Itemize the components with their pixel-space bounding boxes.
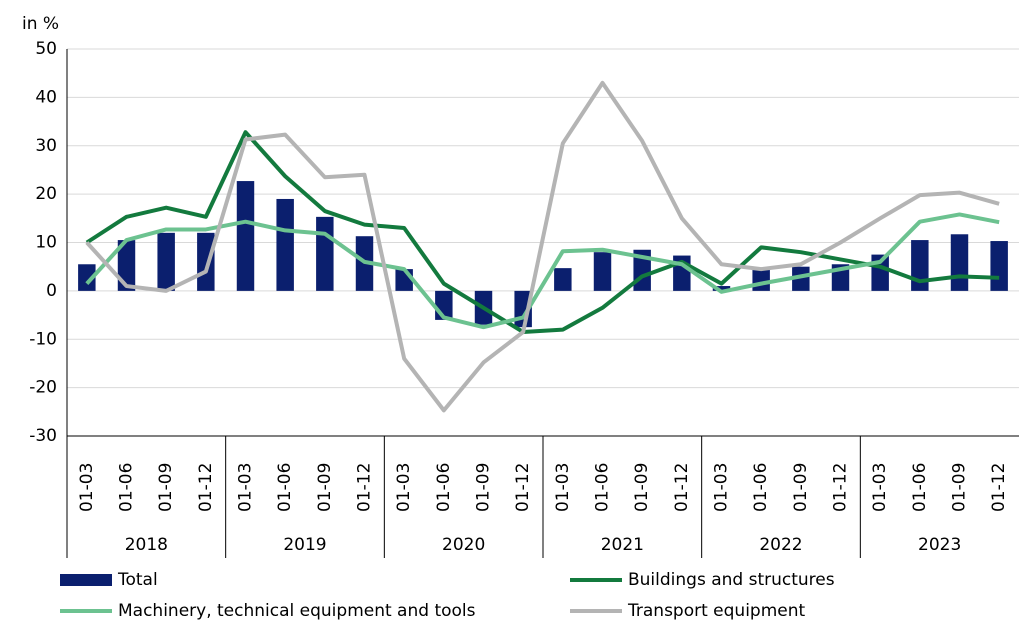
x-tick-label: 01-03 xyxy=(870,463,890,512)
x-tick-label: 01-12 xyxy=(831,463,851,512)
bar xyxy=(78,264,96,291)
year-label: 2021 xyxy=(601,535,644,555)
x-tick-label: 01-12 xyxy=(196,463,216,512)
bar xyxy=(157,232,175,291)
x-tick-label: 01-09 xyxy=(474,463,494,512)
year-label: 2018 xyxy=(125,535,168,555)
x-tick-label: 01-09 xyxy=(156,463,176,512)
y-tick-label: 30 xyxy=(35,136,57,156)
x-tick-label: 01-12 xyxy=(355,463,375,512)
y-tick-label: 50 xyxy=(35,39,57,59)
y-tick-label: 40 xyxy=(35,87,57,107)
y-tick-label: -30 xyxy=(29,426,57,446)
y-tick-label: 10 xyxy=(35,233,57,253)
y-tick-label: -10 xyxy=(29,329,57,349)
year-label: 2019 xyxy=(283,535,326,555)
x-tick-label: 01-12 xyxy=(672,463,692,512)
y-tick-label: 0 xyxy=(46,281,57,301)
x-tick-label: 01-09 xyxy=(950,463,970,512)
x-tick-label: 01-03 xyxy=(236,463,256,512)
y-axis-label: in % xyxy=(22,14,59,34)
x-tick-label: 01-12 xyxy=(989,463,1009,512)
year-label: 2020 xyxy=(442,535,485,555)
legend-label: Buildings and structures xyxy=(628,570,835,590)
y-tick-label: -20 xyxy=(29,378,57,398)
line xyxy=(85,212,1000,330)
x-tick-label: 01-03 xyxy=(394,463,414,512)
line xyxy=(85,130,1000,334)
legend-label: Machinery, technical equipment and tools xyxy=(118,601,476,621)
x-tick-label: 01-06 xyxy=(910,463,930,512)
bar xyxy=(316,216,334,291)
bar xyxy=(593,252,612,291)
x-tick-label: 01-09 xyxy=(315,463,335,512)
bar xyxy=(554,268,572,291)
x-tick-label: 01-06 xyxy=(434,463,454,512)
y-tick-label: 20 xyxy=(35,184,57,204)
bar xyxy=(395,269,413,291)
x-tick-label: 01-03 xyxy=(553,463,573,512)
bar xyxy=(276,198,294,291)
bar xyxy=(990,241,1008,291)
year-label: 2022 xyxy=(759,535,802,555)
bar xyxy=(197,232,215,291)
bar xyxy=(792,266,810,291)
bar xyxy=(712,286,731,291)
x-tick-label: 01-06 xyxy=(117,463,137,512)
x-tick-label: 01-03 xyxy=(77,463,97,512)
legend-swatch xyxy=(60,574,112,586)
x-tick-label: 01-12 xyxy=(513,463,533,512)
line xyxy=(85,80,1000,413)
legend-label: Transport equipment xyxy=(627,601,806,621)
x-tick-label: 01-06 xyxy=(275,463,295,512)
legend-label: Total xyxy=(117,570,158,590)
x-tick-label: 01-06 xyxy=(593,463,613,512)
bar xyxy=(911,240,929,291)
bar xyxy=(236,181,255,291)
bar xyxy=(950,234,969,291)
bar xyxy=(117,240,136,291)
x-tick-label: 01-09 xyxy=(632,463,652,512)
x-tick-label: 01-03 xyxy=(712,463,732,512)
x-tick-label: 01-09 xyxy=(791,463,811,512)
bar xyxy=(752,267,770,291)
year-label: 2023 xyxy=(918,535,961,555)
x-tick-label: 01-06 xyxy=(751,463,771,512)
